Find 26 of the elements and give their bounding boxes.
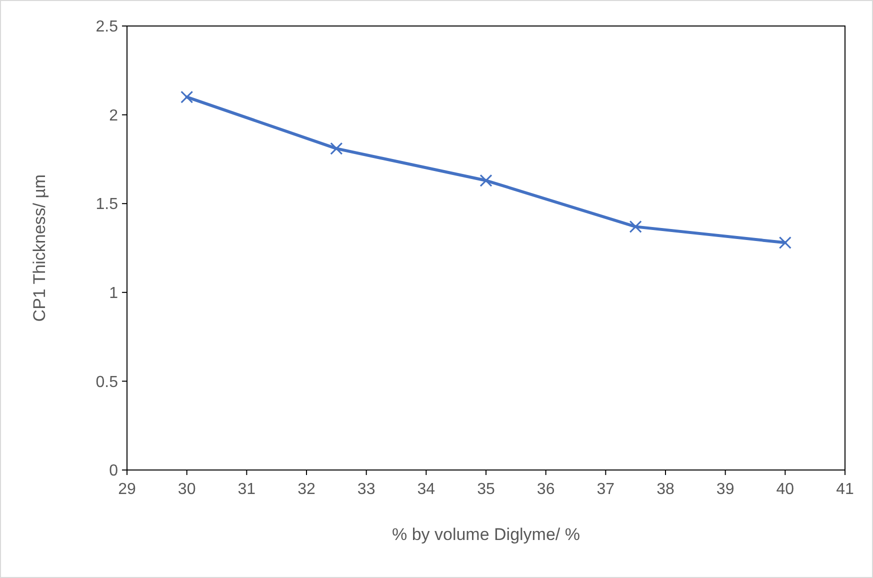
point [180, 90, 194, 104]
x-tick-label: 35 [477, 481, 495, 498]
y-tick-label: 2 [109, 107, 118, 124]
point [330, 142, 343, 155]
point [480, 174, 492, 187]
x-tick-label: 33 [357, 481, 376, 498]
y-tick-label: 0 [109, 462, 118, 480]
point [778, 236, 792, 249]
x-tick-label: 41 [836, 481, 854, 498]
x-tick-label: 30 [178, 481, 196, 498]
y-tick-label: 1.5 [96, 196, 118, 214]
x-tick-label: 36 [536, 481, 555, 498]
y-tick-label: 1 [109, 285, 118, 302]
x-tick-label: 37 [596, 481, 615, 498]
x-axis-title: % by volume Diglyme/ % [392, 525, 580, 544]
x-tick-label: 32 [298, 481, 316, 498]
y-tick-label: 0.5 [96, 374, 118, 391]
x-tick-label: 39 [716, 481, 734, 498]
x-tick-label: 31 [238, 481, 256, 498]
y-tick-label: 2.5 [96, 18, 118, 36]
y-axis-title: CP1 Thickness/ µm [30, 174, 49, 322]
point [629, 220, 642, 233]
x-tick-label: 40 [776, 481, 794, 498]
x-tick-label: 34 [417, 481, 436, 498]
x-tick-label: 38 [656, 481, 674, 498]
x-tick-label: 29 [118, 481, 136, 498]
